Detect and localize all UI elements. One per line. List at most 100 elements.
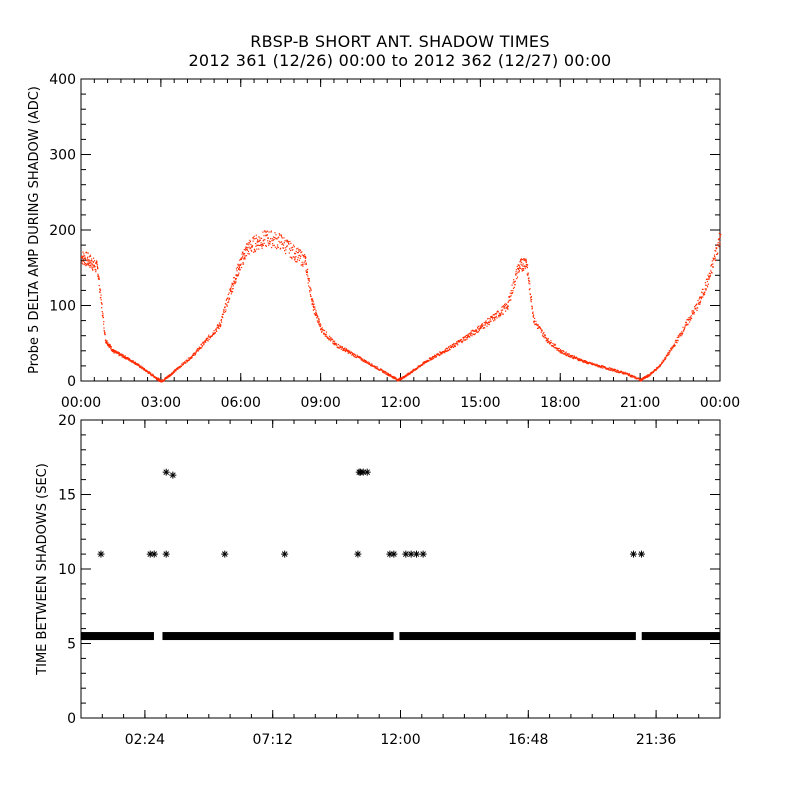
amplitude-point [472, 333, 474, 335]
amplitude-point [250, 243, 252, 246]
amplitude-point [170, 374, 172, 376]
amplitude-point [507, 301, 509, 303]
amplitude-point [131, 360, 133, 362]
amplitude-point [531, 307, 533, 309]
amplitude-point [230, 290, 232, 292]
amplitude-point [129, 360, 131, 362]
asterisk-stroke [413, 551, 420, 557]
amplitude-point [532, 316, 534, 318]
amplitude-point [102, 315, 104, 317]
amplitude-point [351, 354, 353, 356]
amplitude-point [127, 357, 130, 359]
amplitude-point [612, 368, 614, 370]
amplitude-point [273, 236, 275, 238]
amplitude-point [270, 231, 272, 233]
amplitude-point [160, 380, 162, 382]
amplitude-point [522, 258, 524, 261]
amplitude-point [250, 246, 253, 248]
amplitude-point [258, 240, 260, 242]
amplitude-point [685, 322, 687, 324]
amplitude-point [303, 254, 306, 256]
chart-title: RBSP-B SHORT ANT. SHADOW TIMES [250, 32, 550, 51]
amplitude-point [664, 358, 666, 360]
amplitude-point [90, 255, 92, 257]
amplitude-point [285, 249, 287, 251]
amplitude-point [578, 359, 580, 361]
amplitude-point [256, 248, 258, 250]
amplitude-point [204, 340, 206, 342]
amplitude-point [561, 352, 564, 354]
amplitude-point [714, 257, 716, 259]
y-tick-label: 10 [58, 562, 76, 578]
amplitude-point [303, 255, 305, 257]
amplitude-point [503, 306, 505, 308]
amplitude-point [515, 269, 517, 271]
amplitude-point [174, 369, 176, 371]
amplitude-point [190, 357, 192, 359]
amplitude-point [607, 368, 609, 370]
amplitude-point [243, 258, 245, 260]
amplitude-point [489, 320, 491, 322]
amplitude-point [530, 296, 532, 299]
amplitude-point [100, 294, 102, 296]
amplitude-point [529, 288, 531, 290]
amplitude-point [290, 242, 292, 244]
amplitude-point [399, 379, 401, 381]
amplitude-point [179, 367, 181, 369]
amplitude-point [716, 247, 718, 249]
amplitude-point [253, 238, 255, 240]
amplitude-point [668, 353, 670, 355]
amplitude-point [698, 301, 701, 304]
amplitude-point [87, 264, 89, 266]
amplitude-point [462, 339, 464, 341]
amplitude-point [330, 338, 333, 340]
amplitude-point [96, 261, 98, 263]
amplitude-point [427, 359, 429, 362]
amplitude-point [418, 366, 421, 368]
amplitude-point [696, 309, 698, 311]
amplitude-point [296, 252, 298, 254]
amplitude-point [247, 247, 249, 249]
amplitude-point [492, 318, 494, 320]
amplitude-point [515, 274, 517, 276]
amplitude-point [364, 360, 367, 362]
amplitude-point [515, 273, 517, 275]
asterisk-stroke [357, 469, 364, 475]
amplitude-point [465, 337, 467, 339]
amplitude-point [252, 237, 254, 239]
amplitude-point [668, 351, 670, 354]
amplitude-point [653, 370, 655, 372]
amplitude-point [507, 307, 509, 309]
amplitude-point [252, 240, 254, 242]
amplitude-point [529, 293, 531, 296]
amplitude-point [288, 252, 290, 254]
amplitude-point [248, 246, 250, 248]
amplitude-point [453, 342, 455, 345]
amplitude-point [541, 335, 544, 337]
amplitude-point [462, 340, 464, 342]
y-tick-label: 100 [49, 299, 76, 315]
amplitude-point [533, 320, 535, 322]
baseline-band [399, 632, 636, 641]
amplitude-point [702, 296, 704, 298]
amplitude-point [432, 358, 434, 360]
amplitude-point [134, 362, 136, 364]
amplitude-point [95, 262, 97, 264]
amplitude-point [261, 237, 263, 239]
amplitude-point [440, 352, 442, 354]
amplitude-point [184, 361, 186, 363]
amplitude-point [222, 311, 225, 313]
amplitude-point [505, 306, 507, 308]
amplitude-point [101, 302, 103, 304]
amplitude-point [629, 374, 631, 376]
amplitude-point [337, 346, 339, 348]
amplitude-point [584, 361, 586, 363]
amplitude-point [502, 305, 504, 307]
amplitude-point [547, 337, 549, 340]
amplitude-point [704, 288, 706, 290]
amplitude-point [510, 299, 512, 301]
amplitude-point [519, 261, 521, 263]
asterisk-stroke [163, 551, 170, 557]
amplitude-point [95, 271, 97, 273]
